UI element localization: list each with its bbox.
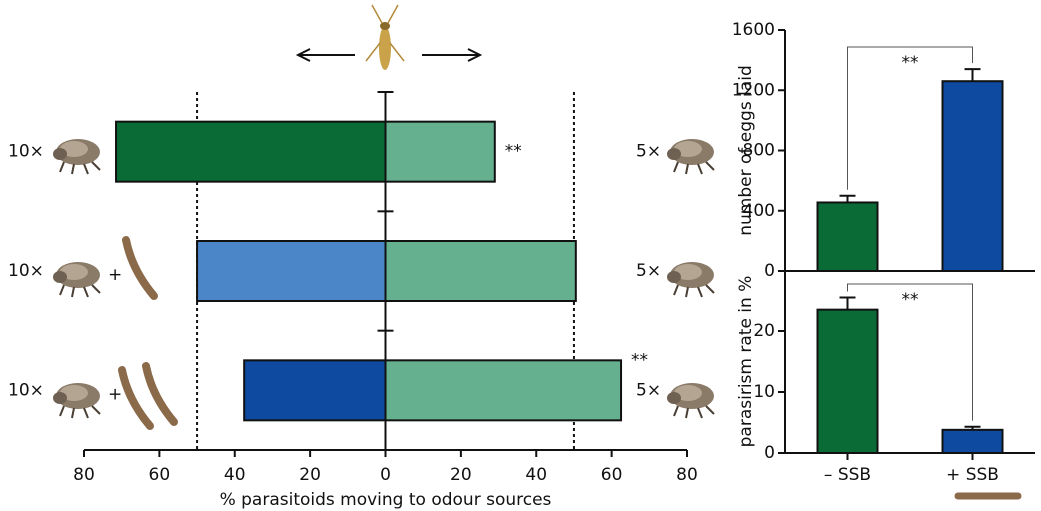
- x-tick-label: 20: [450, 465, 472, 485]
- x-tick-label: 60: [601, 465, 623, 485]
- row-label-right: 5×: [636, 142, 661, 162]
- bar: [943, 430, 1003, 453]
- figure: 10× 5× ** 10× +5× 10× +5× ** 80 60 40 20 0 20 40 60 80 % …: [0, 0, 1041, 511]
- bar: [244, 360, 385, 420]
- y-tick-label: 20: [753, 321, 775, 341]
- x-tick-label: – SSB: [824, 465, 871, 485]
- bar: [197, 241, 385, 301]
- x-tick-label: 60: [149, 465, 171, 485]
- significance: **: [902, 53, 919, 73]
- x-tick-label: 80: [73, 465, 95, 485]
- x-tick-label: 20: [299, 465, 321, 485]
- bar: [386, 122, 495, 182]
- bar: [818, 202, 878, 271]
- bar: [116, 122, 385, 182]
- plus-label: +: [108, 384, 122, 404]
- y-axis-label: number of eggs laid: [736, 65, 756, 236]
- x-tick-label: 80: [676, 465, 698, 485]
- row-label-left: 10×: [8, 142, 44, 162]
- x-tick-label: 40: [525, 465, 547, 485]
- x-axis-label: % parasitoids moving to odour sources: [220, 490, 552, 510]
- y-tick-label: 0: [764, 261, 775, 281]
- plus-label: +: [108, 265, 122, 285]
- x-tick-label: 40: [224, 465, 246, 485]
- row-label-left: 10×: [8, 261, 44, 281]
- significance: **: [631, 350, 648, 370]
- row-label-right: 5×: [636, 261, 661, 281]
- bar: [818, 310, 878, 453]
- row-label-right: 5×: [636, 380, 661, 400]
- y-tick-label: 10: [753, 382, 775, 402]
- x-tick-label: + SSB: [946, 465, 999, 485]
- significance: **: [902, 290, 919, 310]
- error-bar: [840, 196, 856, 203]
- bar: [386, 360, 622, 420]
- row-label-left: 10×: [8, 380, 44, 400]
- y-tick-label: 1600: [732, 20, 775, 40]
- bar: [943, 81, 1003, 271]
- bar: [386, 241, 576, 301]
- y-tick-label: 0: [764, 443, 775, 463]
- error-bar: [965, 69, 981, 81]
- x-tick-label: 0: [380, 465, 391, 485]
- y-axis-label: parasirism rate in %: [736, 276, 756, 448]
- significance: **: [505, 142, 522, 162]
- error-bar: [840, 297, 856, 309]
